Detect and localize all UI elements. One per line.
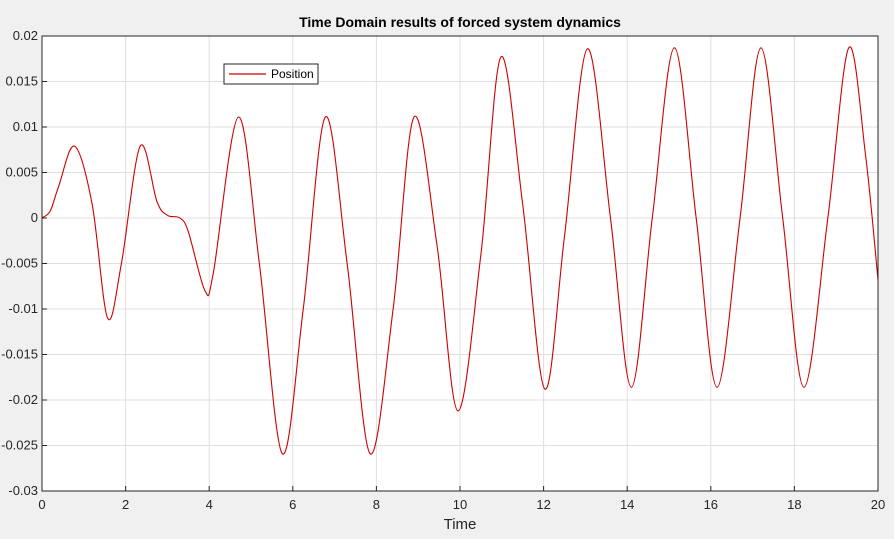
x-tick-label: 20 bbox=[871, 497, 885, 512]
x-tick-labels: 0 2 4 6 8 10 12 14 16 18 20 bbox=[38, 497, 885, 512]
x-tick-label: 8 bbox=[373, 497, 380, 512]
x-tick-label: 0 bbox=[38, 497, 45, 512]
x-tick-label: 4 bbox=[206, 497, 213, 512]
series-layer bbox=[41, 46, 879, 455]
x-tick-label: 2 bbox=[122, 497, 129, 512]
y-tick-label: 0.02 bbox=[13, 28, 38, 43]
legend-label-position: Position bbox=[271, 67, 314, 81]
y-tick-label: -0.005 bbox=[1, 256, 38, 271]
legend-box bbox=[223, 63, 319, 85]
x-tick-label: 18 bbox=[787, 497, 801, 512]
series-line-position bbox=[41, 46, 879, 455]
legend[interactable]: Position bbox=[223, 63, 319, 85]
x-tick-label: 16 bbox=[704, 497, 718, 512]
x-tick-label: 6 bbox=[289, 497, 296, 512]
y-tick-label: 0.01 bbox=[13, 119, 38, 134]
y-tick-label: -0.025 bbox=[1, 438, 38, 453]
y-tick-label: 0.015 bbox=[5, 74, 38, 89]
y-tick-label: 0.005 bbox=[5, 165, 38, 180]
y-tick-label: -0.01 bbox=[8, 301, 38, 316]
chart-title: Time Domain results of forced system dyn… bbox=[299, 14, 621, 30]
y-tick-label: 0 bbox=[31, 210, 38, 225]
ticks bbox=[41, 35, 879, 492]
x-tick-label: 14 bbox=[620, 497, 634, 512]
x-tick-label: 10 bbox=[453, 497, 467, 512]
y-tick-label: -0.03 bbox=[8, 483, 38, 498]
y-tick-label: -0.02 bbox=[8, 392, 38, 407]
y-tick-label: -0.015 bbox=[1, 347, 38, 362]
y-tick-labels: -0.03 -0.025 -0.02 -0.015 -0.01 -0.005 0 0.005 0… bbox=[1, 28, 38, 498]
x-axis-label: Time bbox=[444, 516, 477, 533]
x-tick-label: 12 bbox=[536, 497, 550, 512]
